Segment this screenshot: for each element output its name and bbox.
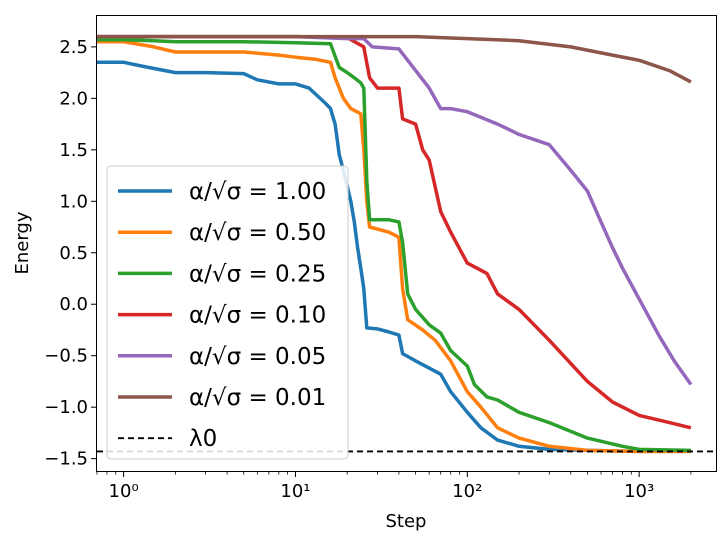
legend: α/√σ = 1.00 α/√σ = 0.50 α/√σ = 0.25 α/√σ = … — [106, 165, 349, 460]
y-tick-label: 1.0 — [59, 191, 88, 212]
x-tick-label: 10³ — [624, 481, 654, 502]
plot-frame — [96, 15, 717, 472]
y-tick-label: 1.5 — [59, 140, 88, 161]
legend-label-4: α/√σ = 0.10 — [189, 303, 326, 329]
legend-label-2: α/√σ = 0.50 — [189, 220, 326, 246]
x-tick-label: 10⁰ — [109, 481, 139, 502]
series-line-6 — [97, 34, 692, 84]
y-tick-label: −1.0 — [44, 397, 88, 418]
x-axis-label: Step — [386, 511, 427, 532]
y-tick-label: 2.0 — [59, 88, 88, 109]
y-tick-label: 0.0 — [59, 294, 88, 315]
series-line-3 — [97, 37, 691, 453]
y-tick-label: −0.5 — [44, 346, 88, 367]
legend-label-6: α/√σ = 0.01 — [189, 385, 326, 411]
legend-label-7: λ0 — [189, 426, 217, 452]
y-tick-label: 2.5 — [59, 37, 88, 58]
legend-label-1: α/√σ = 1.00 — [189, 179, 326, 205]
legend-label-3: α/√σ = 0.25 — [189, 261, 326, 287]
y-axis-label: Energy — [12, 211, 33, 274]
x-tick-label: 10¹ — [280, 481, 310, 502]
legend-box — [106, 165, 349, 460]
y-tick-label: −1.5 — [44, 449, 88, 470]
plot-content — [97, 34, 693, 454]
series-line-1 — [97, 60, 691, 454]
y-axis-ticks: −1.5 −1.0 −0.5 0.0 0.5 1.0 1.5 2.0 2.5 — [44, 37, 97, 470]
x-tick-label: 10² — [452, 481, 482, 502]
legend-label-5: α/√σ = 0.05 — [189, 344, 326, 370]
y-tick-label: 0.5 — [59, 243, 88, 264]
series-line-2 — [97, 39, 691, 454]
series-line-5 — [97, 34, 693, 386]
